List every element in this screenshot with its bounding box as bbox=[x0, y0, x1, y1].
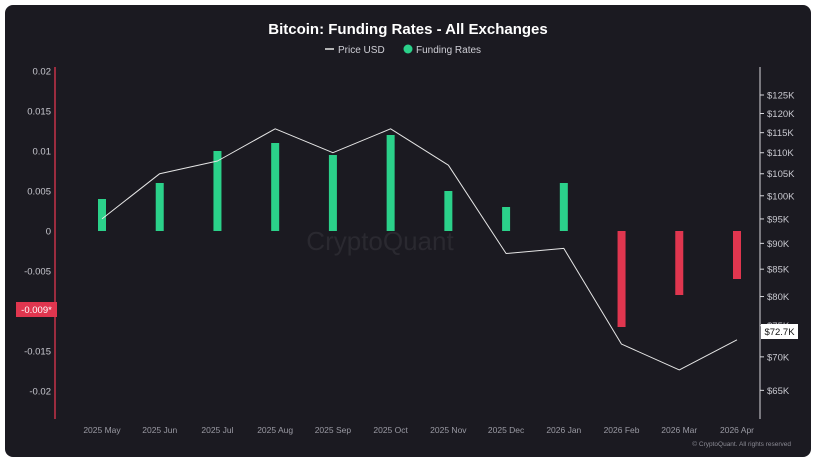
x-tick-label: 2025 Dec bbox=[488, 425, 525, 435]
right-axis: $125K $120K $115K $110K $105K $100K $95K $90K $8… bbox=[760, 91, 795, 397]
right-tick-label: $90K bbox=[767, 239, 790, 250]
right-tick-label: $125K bbox=[767, 91, 795, 102]
x-tick-label: 2026 Feb bbox=[604, 425, 640, 435]
chart-panel: CryptoQuant Bitcoin: Funding Rates - All… bbox=[5, 5, 811, 457]
current-price-badge-bg bbox=[761, 324, 798, 339]
left-tick-label: 0 bbox=[46, 227, 51, 238]
left-tick-label: -0.02 bbox=[29, 387, 51, 398]
right-tick-label: $65K bbox=[767, 386, 790, 397]
left-axis: 0.020.0150.010.0050-0.005-0.01-0.015-0.0… bbox=[24, 67, 51, 398]
watermark: CryptoQuant bbox=[306, 226, 454, 256]
x-tick-label: 2025 May bbox=[83, 425, 121, 435]
funding-bar-positive bbox=[502, 207, 511, 231]
legend-funding-dot-icon bbox=[403, 44, 413, 54]
funding-bar-positive bbox=[559, 183, 568, 231]
left-tick-label: 0.015 bbox=[27, 107, 51, 118]
left-tick-label: 0.02 bbox=[33, 67, 52, 78]
x-tick-label: 2025 Jun bbox=[142, 425, 177, 435]
x-tick-label: 2025 Aug bbox=[257, 425, 293, 435]
x-tick-label: 2026 Apr bbox=[720, 425, 754, 435]
funding-bar-negative bbox=[733, 231, 741, 279]
right-tick-label: $110K bbox=[767, 148, 794, 159]
right-tick-label: $120K bbox=[767, 109, 795, 120]
legend-funding-label: Funding Rates bbox=[416, 45, 481, 56]
left-tick-label: 0.01 bbox=[33, 147, 52, 158]
right-tick-label: $85K bbox=[767, 265, 790, 276]
copyright-notice: © CryptoQuant. All rights reserved bbox=[692, 440, 791, 448]
funding-bar-positive bbox=[213, 151, 222, 231]
right-tick-label: $100K bbox=[767, 191, 795, 202]
funding-bar-positive bbox=[271, 143, 280, 231]
left-tick-label: -0.015 bbox=[24, 347, 51, 358]
current-funding-value: -0.009* bbox=[21, 305, 52, 316]
funding-bar-positive bbox=[155, 183, 164, 231]
current-price-value: $72.7K bbox=[764, 327, 795, 338]
right-tick-label: $70K bbox=[767, 352, 790, 363]
price-line bbox=[101, 128, 738, 371]
left-tick-label: 0.005 bbox=[27, 187, 51, 198]
funding-bar-positive bbox=[386, 135, 395, 231]
current-funding-badge: -0.009* bbox=[16, 302, 57, 317]
funding-bar-positive bbox=[98, 199, 106, 231]
x-tick-label: 2026 Jan bbox=[546, 425, 581, 435]
current-price-badge: $72.7K bbox=[761, 324, 798, 339]
funding-bars bbox=[98, 135, 741, 327]
funding-bar-positive bbox=[444, 191, 453, 231]
right-tick-label: $80K bbox=[767, 292, 790, 303]
right-tick-label: $115K bbox=[767, 128, 794, 139]
funding-bar-negative bbox=[675, 231, 684, 295]
legend-price-label: Price USD bbox=[338, 45, 385, 56]
right-tick-label: $105K bbox=[767, 169, 795, 180]
funding-bar-positive bbox=[328, 155, 337, 231]
left-tick-label: -0.005 bbox=[24, 267, 51, 278]
right-tick-label: $95K bbox=[767, 214, 790, 225]
legend[interactable]: Price USD Funding Rates bbox=[325, 44, 481, 57]
x-tick-label: 2025 Sep bbox=[315, 425, 352, 435]
x-tick-label: 2026 Mar bbox=[661, 425, 697, 435]
x-tick-label: 2025 Jul bbox=[201, 425, 233, 435]
current-funding-badge-bg bbox=[16, 302, 57, 317]
x-tick-label: 2025 Oct bbox=[373, 425, 408, 435]
x-axis: 2025 May 2025 Jun 2025 Jul 2025 Aug 2025 Sep… bbox=[83, 425, 754, 435]
funding-rates-chart: CryptoQuant Bitcoin: Funding Rates - All… bbox=[16, 21, 798, 448]
chart-title: Bitcoin: Funding Rates - All Exchanges bbox=[268, 21, 547, 38]
x-tick-label: 2025 Nov bbox=[430, 425, 467, 435]
funding-bar-negative bbox=[617, 231, 626, 327]
